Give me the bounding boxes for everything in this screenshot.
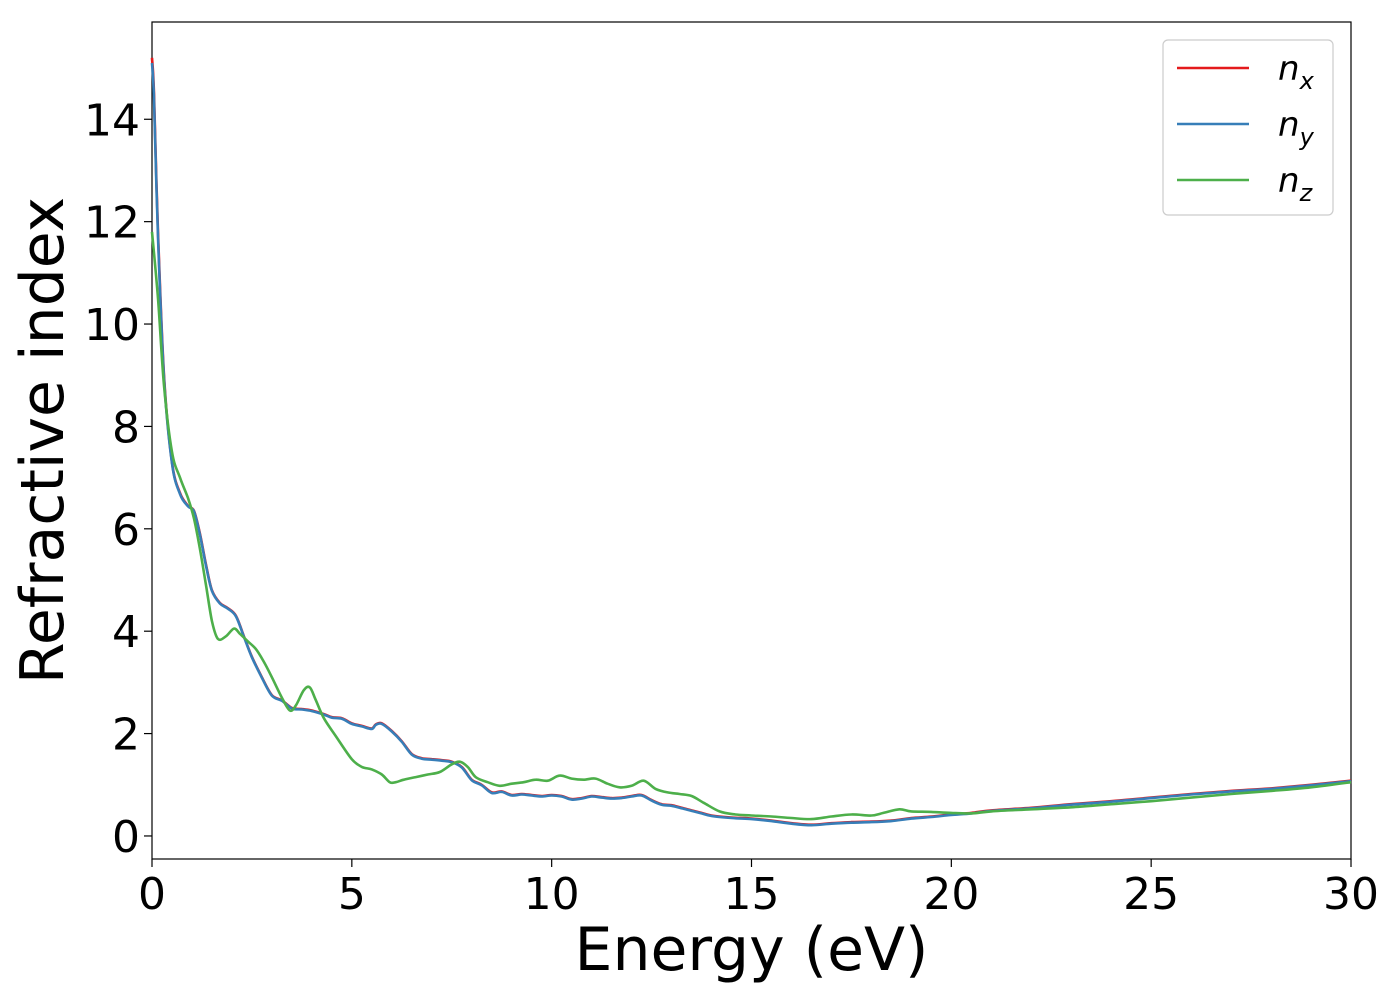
x-tick-label: 15 bbox=[724, 869, 780, 920]
y-axis-ticks: 0 2 4 6 8 10 12 14 bbox=[84, 95, 152, 863]
y-axis-title: Refractive index bbox=[8, 197, 78, 684]
series-line-nz bbox=[150, 231, 1352, 821]
x-tick-label: 25 bbox=[1123, 869, 1179, 920]
legend-label-nx: nx bbox=[1278, 49, 1315, 95]
series-layer bbox=[150, 57, 1352, 827]
y-tick-label: 14 bbox=[84, 95, 140, 146]
y-tick-label: 8 bbox=[112, 402, 140, 453]
x-tick-label: 0 bbox=[138, 869, 166, 920]
x-tick-label: 10 bbox=[524, 869, 580, 920]
x-tick-label: 30 bbox=[1323, 869, 1379, 920]
legend-label-ny: ny bbox=[1278, 105, 1315, 151]
legend-box bbox=[1162, 39, 1334, 216]
series-line-ny bbox=[150, 62, 1352, 827]
y-tick-label: 4 bbox=[112, 607, 140, 658]
x-axis-ticks: 0 5 10 15 20 25 30 bbox=[138, 859, 1379, 920]
y-tick-label: 2 bbox=[112, 710, 140, 761]
x-tick-label: 5 bbox=[338, 869, 366, 920]
y-tick-label: 12 bbox=[84, 198, 140, 249]
y-tick-label: 6 bbox=[112, 505, 140, 556]
y-tick-label: 10 bbox=[84, 300, 140, 351]
legend-label-nz: nz bbox=[1278, 161, 1314, 207]
y-tick-label: 0 bbox=[112, 812, 140, 863]
x-axis-title: Energy (eV) bbox=[575, 915, 929, 985]
x-tick-label: 20 bbox=[923, 869, 979, 920]
legend: nx ny nz bbox=[1162, 39, 1334, 216]
